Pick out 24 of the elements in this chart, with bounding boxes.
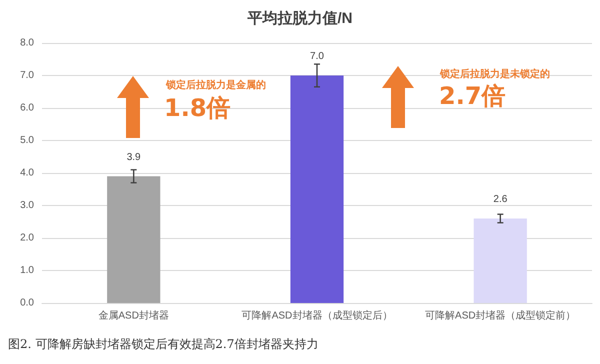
bar	[290, 76, 344, 303]
bar	[107, 176, 160, 303]
bar	[474, 218, 527, 303]
data-label: 2.6	[493, 194, 508, 205]
x-tick-label: 可降解ASD封堵器（成型锁定前）	[425, 310, 576, 322]
y-tick-label: 2.0	[20, 232, 34, 244]
data-label: 3.9	[126, 152, 142, 163]
caption: 图2. 可降解房缺封堵器锁定后有效提高2.7倍封堵器夹持力	[8, 336, 318, 353]
annotation: 锁定后拉脱力是金属的	[166, 78, 266, 92]
y-tick-label: 5.0	[20, 135, 34, 146]
y-tick-label: 1.0	[20, 265, 34, 276]
y-tick-label: 8.0	[20, 38, 34, 48]
x-tick-label: 可降解ASD封堵器（成型锁定后）	[242, 310, 392, 322]
y-tick-label: 7.0	[20, 70, 34, 81]
annotation: 2.7倍	[439, 81, 506, 112]
chart-title: 平均拉脱力值/N	[246, 10, 352, 27]
data-label: 7.0	[310, 51, 324, 62]
y-tick-label: 3.0	[20, 200, 34, 211]
annotation: 锁定后拉脱力是未锁定的	[440, 67, 550, 81]
y-tick-label: 6.0	[20, 102, 34, 114]
y-tick-label: 0.0	[20, 298, 34, 308]
annotation: 1.8倍	[164, 93, 231, 124]
x-tick-label: 金属ASD封堵器	[98, 310, 169, 322]
y-tick-label: 4.0	[20, 168, 34, 178]
